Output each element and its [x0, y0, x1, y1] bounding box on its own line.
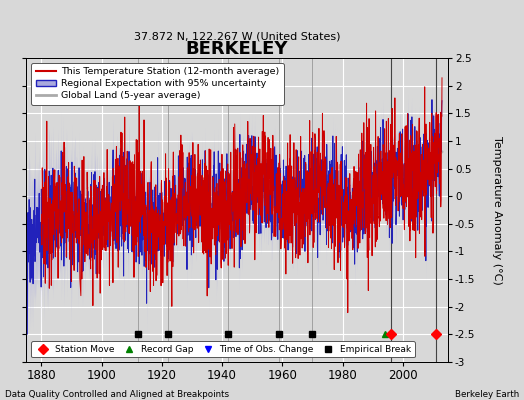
Text: Data Quality Controlled and Aligned at Breakpoints: Data Quality Controlled and Aligned at B… [5, 390, 230, 399]
Text: Berkeley Earth: Berkeley Earth [454, 390, 519, 399]
Title: BERKELEY: BERKELEY [186, 40, 288, 58]
Y-axis label: Temperature Anomaly (°C): Temperature Anomaly (°C) [492, 136, 502, 284]
Text: 37.872 N, 122.267 W (United States): 37.872 N, 122.267 W (United States) [134, 31, 341, 41]
Legend: Station Move, Record Gap, Time of Obs. Change, Empirical Break: Station Move, Record Gap, Time of Obs. C… [31, 341, 414, 358]
